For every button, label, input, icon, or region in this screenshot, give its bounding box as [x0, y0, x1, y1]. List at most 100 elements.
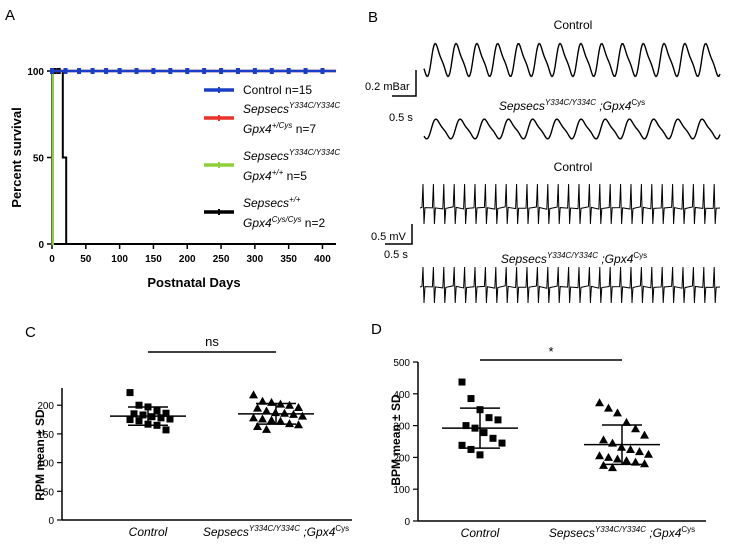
censor-mark-control — [202, 68, 207, 74]
significance-label: * — [548, 344, 553, 359]
data-point — [162, 409, 170, 417]
data-point — [608, 463, 617, 472]
y-tick-label: 200 — [37, 401, 54, 412]
data-point — [258, 396, 267, 405]
data-point — [294, 420, 303, 429]
data-point — [467, 395, 475, 403]
y-tick-label: 300 — [393, 422, 410, 433]
y-tick-label: 50 — [33, 154, 45, 165]
data-point — [480, 429, 488, 437]
data-point — [498, 439, 506, 447]
panel-letter-b: B — [368, 9, 378, 26]
trace-ecg-mutant — [419, 266, 721, 304]
x-tick-label: 400 — [314, 254, 331, 265]
y-tick-label: 0 — [404, 517, 410, 528]
x-tick-label: 250 — [213, 254, 230, 265]
y-tick-label: 50 — [43, 487, 55, 498]
category-label: SepsecsY334C/Y334C ;Gpx4Cys — [203, 524, 349, 539]
censor-mark-control — [117, 68, 122, 74]
panel-letter-a: A — [5, 7, 15, 24]
category-label: Control — [129, 525, 168, 539]
data-point — [604, 452, 613, 461]
x-tick-label: 300 — [247, 254, 264, 265]
data-point — [613, 454, 622, 463]
data-point — [458, 441, 466, 449]
data-point — [130, 410, 138, 418]
x-tick-label: 200 — [179, 254, 196, 265]
data-point — [166, 415, 174, 423]
censor-mark-control — [90, 68, 95, 74]
data-point — [604, 403, 613, 412]
data-point — [462, 422, 470, 430]
trace-respiration-control — [423, 42, 721, 78]
trace-label-control-top: Control — [554, 18, 593, 32]
data-point — [467, 445, 475, 453]
data-point — [258, 414, 267, 423]
data-point — [153, 407, 161, 415]
data-point — [494, 416, 502, 424]
legend-label-wt_cyscys: Sepsecs+/+ — [243, 195, 301, 210]
data-point — [262, 424, 271, 433]
censor-mark-control — [63, 68, 68, 74]
x-tick-label: 50 — [80, 254, 92, 265]
data-point — [640, 430, 649, 439]
legend-label-wt_cyscys: Gpx4Cys/Cys n=2 — [243, 215, 325, 230]
data-point — [640, 459, 649, 468]
y-tick-label: 100 — [27, 67, 44, 78]
y-axis-label: BPM mean ± SD — [389, 394, 403, 486]
survival-line-wt_cyscys — [52, 70, 69, 245]
data-point — [139, 411, 147, 419]
data-point — [267, 397, 276, 406]
trace-respiration-mutant — [423, 118, 721, 140]
y-tick-label: 200 — [393, 453, 410, 464]
scale-label-pressure: 0.2 mBar — [365, 81, 410, 93]
scale-label-time-bottom: 0.5 s — [384, 249, 408, 261]
data-point — [635, 447, 644, 456]
y-tick-label: 150 — [37, 430, 54, 441]
data-point — [135, 401, 143, 409]
scale-label-voltage: 0.5 mV — [371, 231, 407, 243]
censor-mark-control — [50, 68, 54, 74]
censor-mark-control — [235, 68, 240, 74]
trace-label-control-bottom: Control — [554, 160, 593, 174]
censor-mark-control — [185, 68, 190, 74]
survival-chart: 0 50 100 0 50 100 150 200 250 300 350 400 Postnatal … — [9, 67, 340, 290]
data-point — [622, 417, 631, 426]
scale-bar-voltage — [385, 224, 413, 245]
data-point — [485, 414, 493, 422]
x-tick-label: 150 — [145, 254, 162, 265]
data-point — [626, 444, 635, 453]
trace-label-mutant-bottom: SepsecsY334C/Y334C ;Gpx4Cys — [501, 251, 647, 266]
data-point — [262, 406, 271, 415]
censor-mark-control — [269, 68, 274, 74]
x-tick-label: 100 — [111, 254, 128, 265]
censor-mark-control — [151, 68, 156, 74]
data-point — [298, 411, 307, 420]
censor-mark-control — [168, 68, 173, 74]
survival-line-hom_wt — [51, 69, 54, 246]
data-point — [595, 451, 604, 460]
data-point — [599, 435, 608, 444]
data-point — [476, 451, 484, 459]
scale-bar-pressure — [392, 70, 417, 97]
x-axis-label: Postnatal Days — [147, 275, 240, 290]
data-point — [253, 403, 262, 412]
y-tick-label: 0 — [38, 240, 44, 251]
data-point — [249, 413, 258, 422]
censor-mark-control — [320, 68, 325, 74]
legend-label-hom_cys: Gpx4+/Cys n=7 — [243, 121, 316, 136]
data-point — [294, 403, 303, 412]
y-axis-label: RPM mean ± SD — [33, 409, 47, 501]
data-point — [267, 415, 276, 424]
legend-label-hom_wt: Gpx4+/+ n=5 — [243, 168, 307, 183]
data-point — [276, 416, 285, 425]
data-point — [157, 414, 165, 422]
significance-label: ns — [205, 334, 219, 349]
data-point — [280, 408, 289, 417]
censor-mark-control — [286, 68, 291, 74]
data-point — [162, 426, 170, 434]
bpm-dot-plot: 0 100 200 300 400 500 BPM mean ± SD Control Seps… — [389, 344, 706, 540]
x-tick-label: 350 — [280, 254, 297, 265]
